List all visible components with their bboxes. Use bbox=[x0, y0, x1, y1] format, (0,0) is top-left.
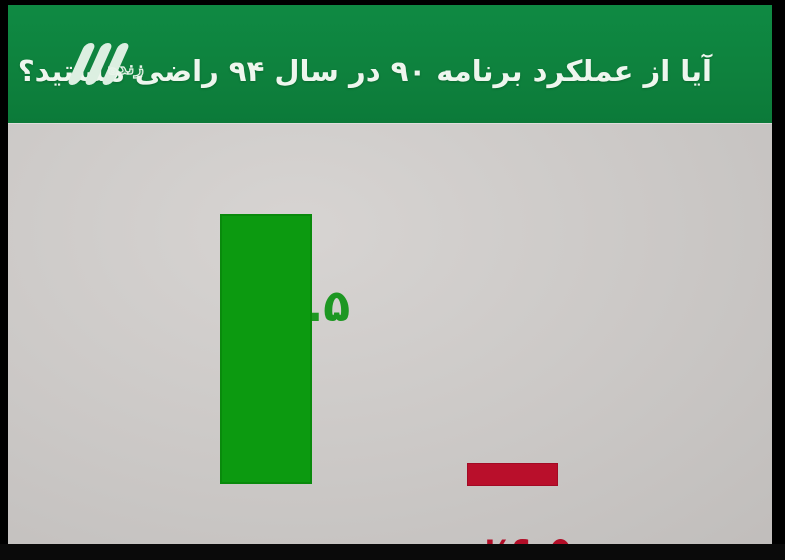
poll-bar-chart: ٪۹۳.۵ بله ۸۱۰,۷۱۳ ٪۶.۵ خیر ۵۶,۳۶۰ bbox=[8, 123, 772, 544]
no-bar bbox=[467, 463, 558, 486]
broadcast-panel: آیا از عملکرد برنامه ۹۰ در سال ۹۴ راضی ه… bbox=[8, 5, 772, 544]
irib-tv3-logo: زنده bbox=[66, 39, 156, 99]
header-band: آیا از عملکرد برنامه ۹۰ در سال ۹۴ راضی ه… bbox=[8, 5, 772, 123]
yes-bar bbox=[220, 214, 312, 484]
live-badge: زنده bbox=[107, 58, 145, 79]
no-percent-label: ٪۶.۵ bbox=[456, 531, 601, 544]
poll-question-title: آیا از عملکرد برنامه ۹۰ در سال ۹۴ راضی ه… bbox=[17, 54, 712, 88]
letterbox-bottom bbox=[0, 544, 785, 560]
